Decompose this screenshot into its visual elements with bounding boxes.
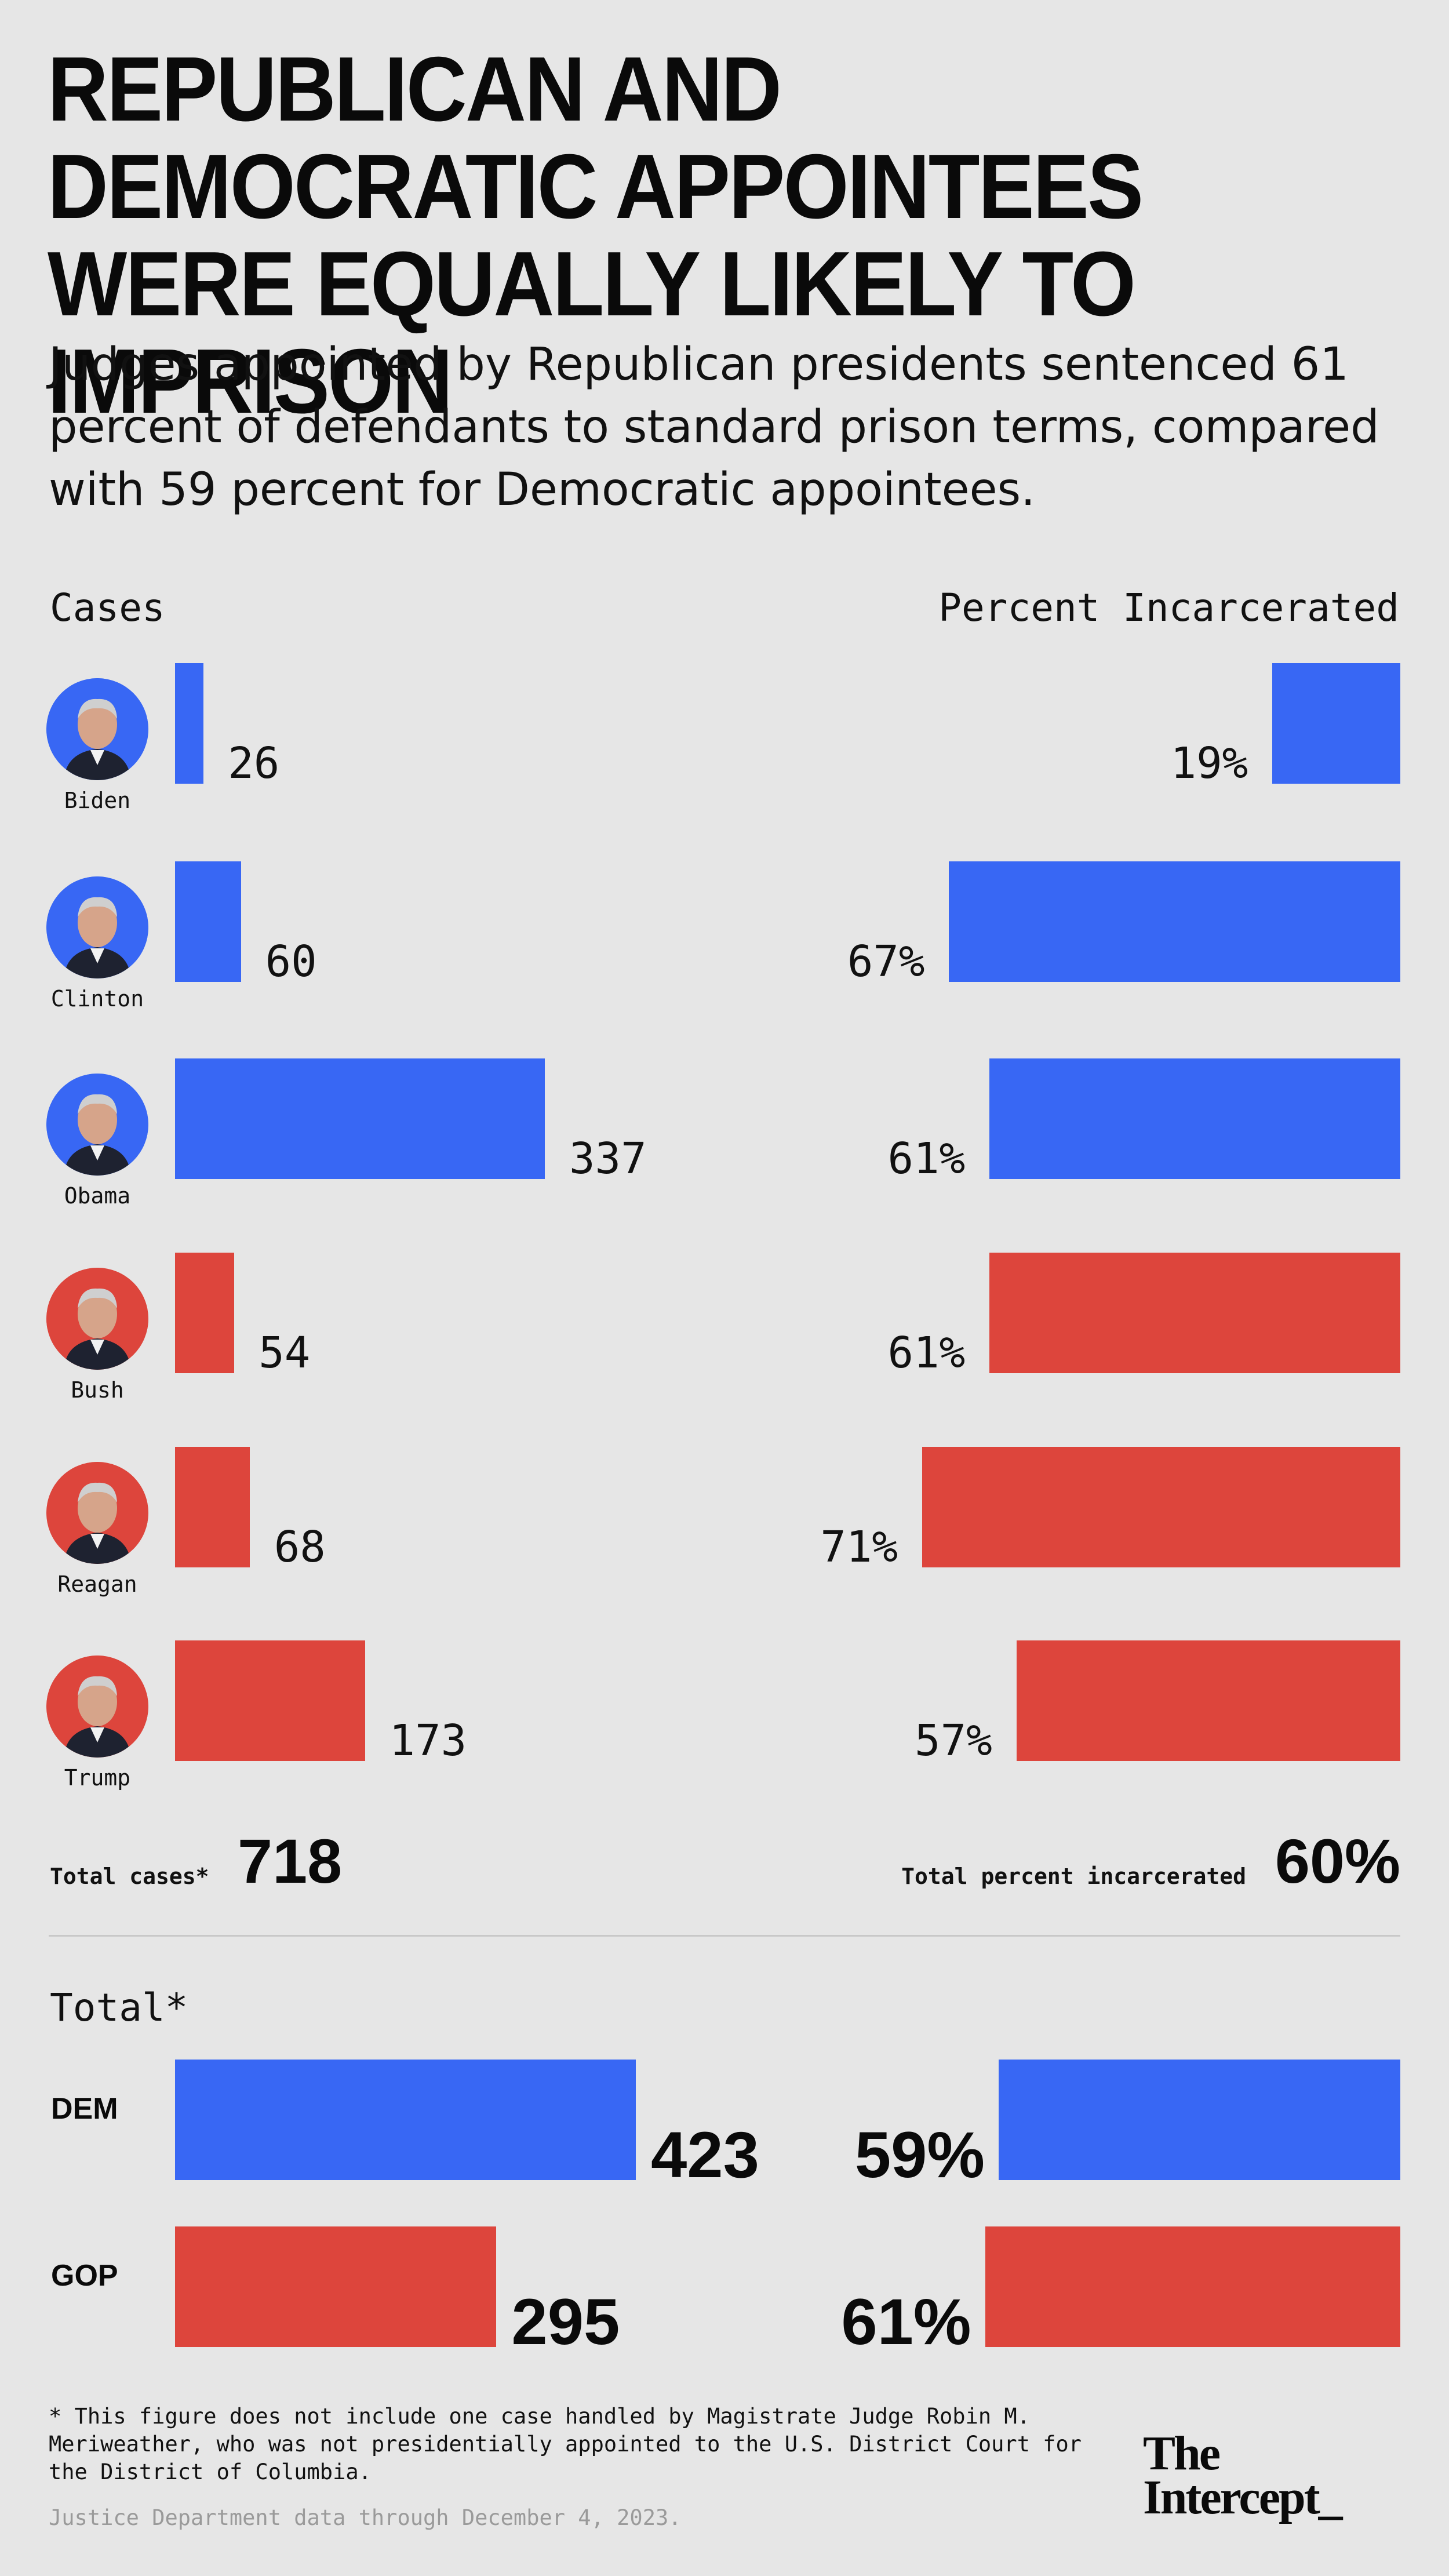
footnote: * This figure does not include one case …: [49, 2404, 1082, 2484]
total-percent-bar-gop: [985, 2226, 1400, 2347]
percent-column-header: Percent Incarcerated: [938, 585, 1399, 630]
president-avatar-bush: [46, 1268, 148, 1370]
percent-value-label-reagan: 71%: [820, 1522, 898, 1572]
president-avatar-trump: [46, 1656, 148, 1758]
cases-value-label-bush: 54: [259, 1328, 311, 1378]
cases-column-header: Cases: [50, 585, 165, 630]
president-name-reagan: Reagan: [57, 1571, 137, 1597]
cases-bar-clinton: [175, 861, 241, 982]
president-avatar-biden: [46, 678, 148, 780]
percent-bar-bush: [989, 1253, 1400, 1373]
total-percent-value-gop: 61%: [841, 2286, 971, 2358]
total-cases-bar-gop: [175, 2226, 497, 2347]
percent-bar-clinton: [949, 861, 1400, 982]
percent-value-label-biden: 19%: [1170, 738, 1248, 788]
total-percent-value: 60%: [1275, 1826, 1400, 1896]
party-label-gop: GOP: [51, 2259, 118, 2293]
total-cases-label: Total cases*: [50, 1864, 209, 1889]
chart-title: REPUBLICAN AND DEMOCRATIC APPOINTEES WER…: [48, 38, 1144, 432]
percent-value-label-obama: 61%: [887, 1134, 966, 1184]
total-cases-value-gop: 295: [511, 2286, 620, 2358]
president-name-trump: Trump: [64, 1765, 131, 1791]
cases-value-label-trump: 173: [389, 1716, 467, 1766]
cases-bar-obama: [175, 1058, 545, 1179]
president-avatar-obama: [46, 1074, 148, 1176]
percent-bar-trump: [1016, 1640, 1400, 1761]
total-cases-bar-dem: [175, 2060, 636, 2180]
cases-bar-biden: [175, 663, 204, 784]
cases-value-label-obama: 337: [569, 1134, 647, 1184]
percent-value-label-bush: 61%: [887, 1328, 966, 1378]
party-label-dem: DEM: [51, 2092, 118, 2126]
total-percent-bar-dem: [999, 2060, 1400, 2180]
president-name-clinton: Clinton: [50, 986, 144, 1012]
section-divider: [49, 1935, 1400, 1937]
percent-bar-reagan: [922, 1447, 1400, 1567]
president-name-biden: Biden: [64, 788, 131, 813]
percent-value-label-clinton: 67%: [847, 937, 925, 987]
total-percent-label: Total percent incarcerated: [901, 1864, 1246, 1889]
cases-value-label-biden: 26: [228, 738, 280, 788]
total-cases-value-dem: 423: [651, 2119, 759, 2191]
percent-bar-biden: [1272, 663, 1400, 784]
president-name-bush: Bush: [71, 1377, 124, 1403]
cases-bar-bush: [175, 1253, 235, 1373]
president-avatar-clinton: [46, 876, 148, 978]
source-note: Justice Department data through December…: [49, 2505, 682, 2530]
chart-subtitle: Judges appointed by Republican president…: [49, 339, 1379, 516]
publisher-logo: The Intercept_: [1143, 2426, 1343, 2524]
logo-line-1: The: [1143, 2426, 1221, 2480]
cases-value-label-clinton: 60: [265, 937, 317, 987]
total-cases-value: 718: [238, 1826, 343, 1896]
percent-value-label-trump: 57%: [915, 1716, 992, 1766]
president-name-obama: Obama: [64, 1183, 131, 1209]
total-section-header: Total*: [50, 1985, 188, 2030]
total-percent-value-dem: 59%: [854, 2119, 985, 2191]
logo-line-2: Intercept_: [1143, 2471, 1343, 2524]
cases-bar-reagan: [175, 1447, 250, 1567]
percent-bar-obama: [989, 1058, 1400, 1179]
cases-bar-trump: [175, 1640, 365, 1761]
president-avatar-reagan: [46, 1462, 148, 1564]
cases-value-label-reagan: 68: [274, 1522, 326, 1572]
